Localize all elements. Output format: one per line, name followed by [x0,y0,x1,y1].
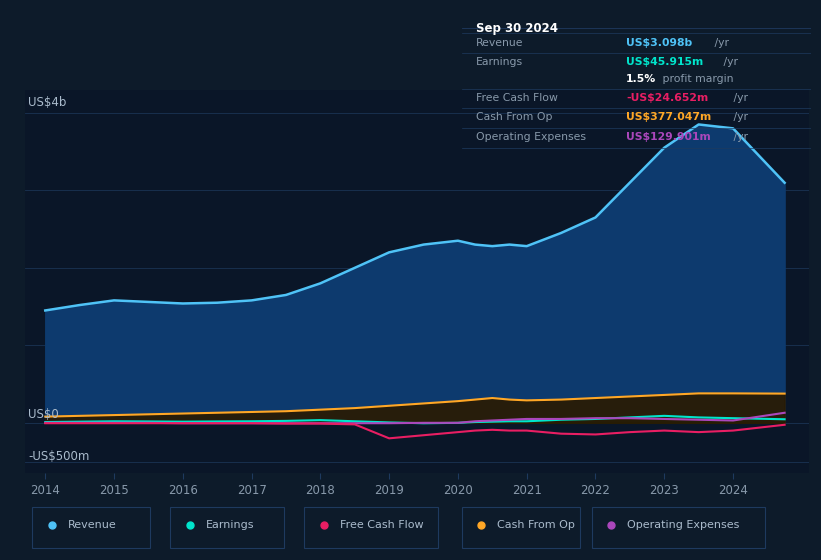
Text: Sep 30 2024: Sep 30 2024 [476,22,558,35]
Text: profit margin: profit margin [659,74,734,84]
Text: Revenue: Revenue [67,520,117,530]
Text: Free Cash Flow: Free Cash Flow [476,93,558,103]
Text: /yr: /yr [730,93,748,103]
Text: US$4b: US$4b [28,96,67,109]
Text: 1.5%: 1.5% [626,74,657,84]
Text: US$129.901m: US$129.901m [626,132,711,142]
Text: /yr: /yr [730,113,748,122]
Text: Cash From Op: Cash From Op [476,113,553,122]
Text: Operating Expenses: Operating Expenses [627,520,740,530]
Text: Operating Expenses: Operating Expenses [476,132,586,142]
Text: Free Cash Flow: Free Cash Flow [340,520,423,530]
Text: Earnings: Earnings [476,57,523,67]
Text: -US$500m: -US$500m [28,450,89,463]
Text: US$0: US$0 [28,408,59,421]
Text: US$45.915m: US$45.915m [626,57,704,67]
Text: -US$24.652m: -US$24.652m [626,93,709,103]
Text: Earnings: Earnings [205,520,254,530]
Text: US$377.047m: US$377.047m [626,113,712,122]
Text: /yr: /yr [711,38,729,48]
Text: Revenue: Revenue [476,38,524,48]
Text: /yr: /yr [721,57,738,67]
Text: US$3.098b: US$3.098b [626,38,692,48]
Text: Cash From Op: Cash From Op [498,520,575,530]
Text: /yr: /yr [730,132,748,142]
